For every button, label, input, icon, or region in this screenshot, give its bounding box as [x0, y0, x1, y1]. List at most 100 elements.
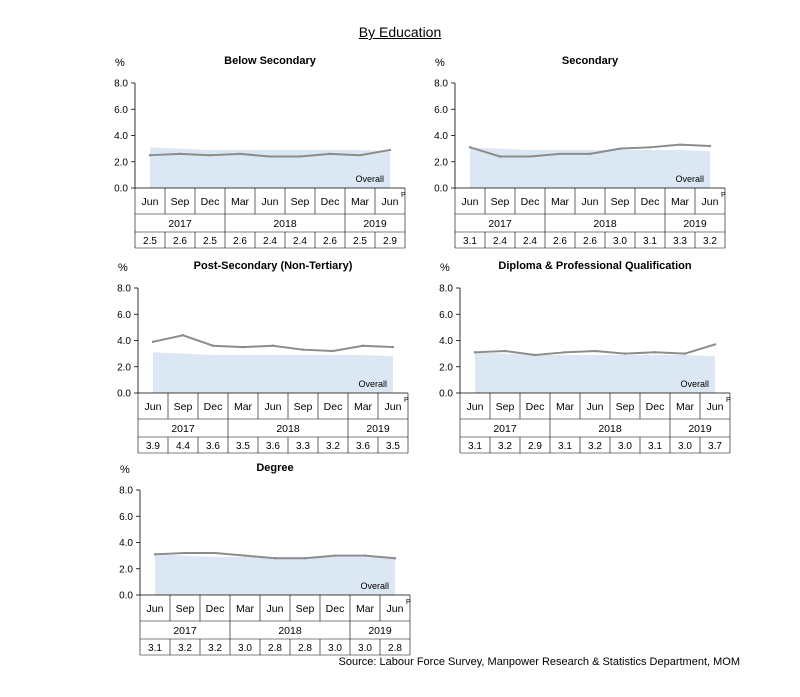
category-label: Dec: [201, 196, 220, 208]
category-label: Mar: [231, 196, 250, 208]
data-value-label: 3.6: [356, 441, 370, 452]
y-tick-label: 0.0: [439, 389, 453, 400]
y-tick-label: 4.0: [434, 131, 448, 142]
category-label: Mar: [234, 401, 253, 413]
series-line: [152, 334, 394, 353]
y-tick-label: 2.0: [434, 157, 448, 168]
series-point: [148, 153, 152, 157]
data-value-label: 2.5: [143, 236, 157, 247]
data-value-label: 3.2: [178, 643, 192, 654]
data-value-label: 2.6: [553, 236, 567, 247]
data-value-label: 3.3: [673, 236, 687, 247]
preliminary-marker: P: [406, 599, 411, 606]
source-note: Source: Labour Force Survey, Manpower Re…: [338, 656, 740, 668]
year-label: 2019: [368, 625, 392, 637]
preliminary-marker: P: [404, 397, 409, 404]
category-label: Jun: [147, 603, 164, 615]
data-value-label: 2.9: [528, 441, 542, 452]
data-value-label: 3.1: [148, 643, 162, 654]
year-label: 2017: [488, 218, 512, 230]
preliminary-marker: P: [726, 397, 731, 404]
chart-degree: Degree% Overall 0.0 2.0 4.0 6.0 8.0 Jun Sep Dec Ma…: [110, 462, 460, 662]
data-value-label: 3.9: [146, 441, 160, 452]
series-line: [474, 343, 716, 356]
y-tick-label: 8.0: [434, 79, 448, 90]
y-tick-label: 4.0: [439, 336, 453, 347]
data-value-label: 3.7: [708, 441, 722, 452]
data-value-label: 3.2: [703, 236, 717, 247]
chart-svg: Overall 0.0 2.0 4.0 6.0 8.0 Jun Sep Dec Mar Jun Sep…: [439, 284, 731, 454]
year-label: 2017: [173, 625, 197, 637]
chart-post-secondary: Post-Secondary (Non-Tertiary)% Overall 0.0…: [108, 260, 458, 460]
data-value-label: 3.6: [266, 441, 280, 452]
year-label: 2017: [168, 218, 192, 230]
category-label: Mar: [551, 196, 570, 208]
data-value-label: 2.8: [298, 643, 312, 654]
y-tick-label: 2.0: [119, 564, 133, 575]
y-unit-label: %: [435, 57, 445, 69]
category-label: Dec: [526, 401, 545, 413]
year-label: 2018: [276, 423, 300, 435]
y-tick-label: 4.0: [114, 131, 128, 142]
year-label: 2019: [366, 423, 390, 435]
overall-label: Overall: [675, 174, 704, 184]
category-label: Mar: [671, 196, 690, 208]
data-value-label: 3.2: [498, 441, 512, 452]
data-value-label: 2.8: [268, 643, 282, 654]
y-tick-label: 6.0: [114, 105, 128, 116]
data-value-label: 3.0: [678, 441, 692, 452]
category-label: Jun: [382, 196, 399, 208]
year-label: 2018: [278, 625, 302, 637]
chart-svg: Overall 0.0 2.0 4.0 6.0 8.0 Jun Sep Dec Mar Jun Sep…: [119, 486, 411, 656]
series-point: [358, 153, 362, 157]
data-value-label: 2.4: [263, 236, 277, 247]
series-point: [588, 152, 592, 156]
data-value-label: 3.1: [648, 441, 662, 452]
year-label: 2018: [593, 218, 617, 230]
chart-svg: Overall 0.0 2.0 4.0 6.0 8.0 Jun Sep Dec Mar Jun Sep…: [114, 79, 406, 249]
series-point: [393, 557, 397, 560]
data-value-label: 3.6: [206, 441, 220, 452]
chart-title: Diploma & Professional Qualification: [498, 260, 692, 272]
data-value-label: 3.3: [296, 441, 310, 452]
page-title: By Education: [358, 24, 442, 40]
chart-below-secondary: Below Secondary% Overall 0.0 2.0 4.0 6.0 8.0 Ju…: [105, 55, 455, 255]
series-point: [273, 557, 277, 560]
category-label: Dec: [521, 196, 540, 208]
y-tick-label: 4.0: [119, 538, 133, 549]
year-label: 2019: [688, 423, 712, 435]
series-point: [388, 148, 392, 152]
category-label: Jun: [702, 196, 719, 208]
overall-area: [475, 352, 715, 393]
series-point: [503, 349, 507, 353]
category-label: Sep: [611, 196, 630, 208]
data-value-label: 3.0: [238, 643, 252, 654]
series-point: [391, 345, 395, 349]
series-point: [678, 143, 682, 146]
category-label: Sep: [294, 401, 313, 413]
series-point: [618, 147, 622, 150]
data-value-label: 2.8: [388, 643, 402, 654]
y-tick-label: 2.0: [114, 157, 128, 168]
data-value-label: 3.1: [643, 236, 657, 247]
series-point: [528, 155, 532, 158]
category-label: Mar: [354, 401, 373, 413]
y-tick-label: 8.0: [117, 284, 131, 295]
series-point: [208, 153, 212, 157]
category-label: Dec: [326, 603, 345, 615]
category-label: Sep: [171, 196, 190, 208]
series-point: [213, 551, 217, 555]
data-value-label: 3.5: [236, 441, 250, 452]
y-tick-label: 8.0: [119, 486, 133, 497]
data-value-label: 2.5: [353, 236, 367, 247]
series-point: [468, 146, 472, 149]
overall-area: [150, 147, 390, 188]
category-label: Dec: [641, 196, 660, 208]
overall-label: Overall: [680, 379, 709, 389]
category-label: Jun: [587, 401, 604, 413]
series-point: [178, 152, 182, 156]
category-label: Sep: [296, 603, 315, 615]
overall-label: Overall: [355, 174, 384, 184]
category-label: Dec: [204, 401, 223, 413]
series-point: [183, 551, 187, 555]
